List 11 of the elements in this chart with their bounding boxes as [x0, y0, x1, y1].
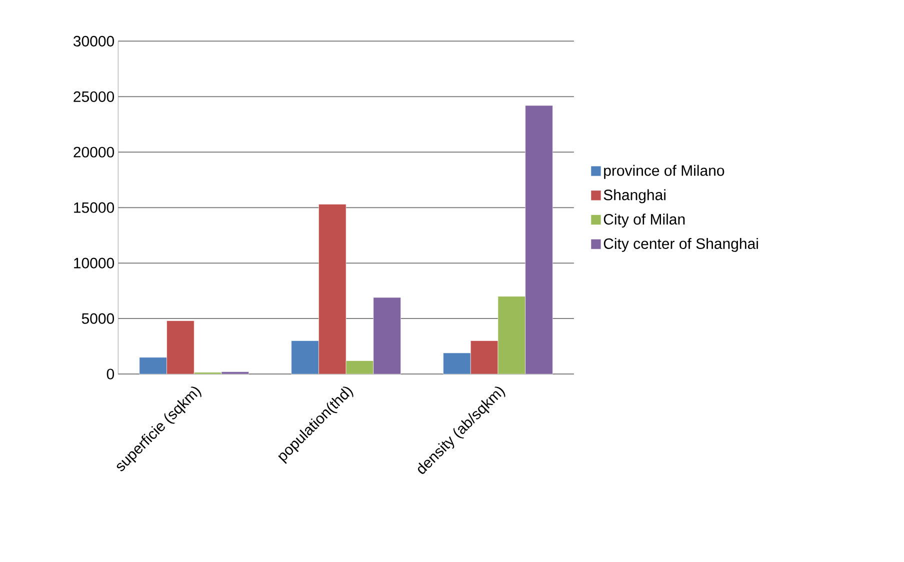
y-tick-label: 5000 [82, 313, 114, 324]
legend-label: City center of Shanghai [604, 238, 758, 252]
legend-label: City of Milan [604, 214, 685, 228]
y-tick-label: 30000 [73, 36, 114, 46]
y-tick-label: 25000 [74, 91, 114, 102]
y-tick-label: 15000 [74, 202, 114, 213]
legend-label: Shanghai [604, 189, 666, 204]
legend-label: province of Milano [604, 164, 724, 179]
y-tick-label: 0 [106, 368, 114, 380]
y-tick-label: 10000 [74, 258, 114, 268]
y-tick-label: 20000 [74, 146, 114, 158]
